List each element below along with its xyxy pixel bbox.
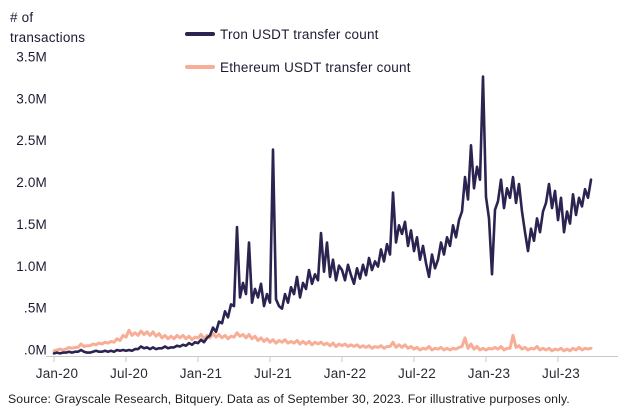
y-tick-label: 1.5M — [16, 217, 47, 232]
y-tick-label: 3.5M — [16, 50, 47, 65]
x-tick-label: Jul-23 — [542, 366, 580, 381]
x-axis-tick-labels: Jan-20 Jul-20 Jan-21 Jul-21 Jan-22 Jul-22 Jan-… — [36, 366, 580, 381]
y-tick-label: 2.0M — [16, 175, 47, 190]
legend-item-tron: Tron USDT transfer count — [185, 24, 411, 44]
x-tick-label: Jan-23 — [468, 366, 510, 381]
y-tick-label: 2.5M — [16, 133, 47, 148]
y-axis-title: # of transactions — [10, 8, 85, 48]
x-axis-ticks — [53, 356, 559, 362]
legend-label-ethereum: Ethereum USDT transfer count — [220, 59, 411, 75]
x-tick-label: Jul-20 — [110, 366, 148, 381]
legend-label-tron: Tron USDT transfer count — [220, 26, 379, 42]
y-axis-title-line2: transactions — [10, 30, 86, 45]
y-axis-tick-labels: 3.5M 3.0M 2.5M 2.0M 1.5M 1.0M .5M .0M — [16, 50, 47, 358]
y-axis-title-line1: # of — [10, 10, 34, 25]
ethereum-line-swatch-icon — [185, 65, 215, 69]
legend: Tron USDT transfer count Ethereum USDT t… — [185, 24, 411, 90]
x-tick-label: Jan-20 — [36, 366, 78, 381]
ethereum-usdt-line — [52, 328, 593, 353]
y-tick-label: 3.0M — [16, 91, 47, 106]
x-tick-label: Jan-21 — [180, 366, 222, 381]
tron-line-swatch-icon — [185, 32, 215, 36]
x-tick-label: Jul-22 — [398, 366, 436, 381]
tron-usdt-line — [52, 75, 593, 355]
y-tick-label: .5M — [24, 301, 47, 316]
x-tick-label: Jul-21 — [254, 366, 292, 381]
x-tick-label: Jan-22 — [324, 366, 366, 381]
legend-item-ethereum: Ethereum USDT transfer count — [185, 57, 411, 77]
y-tick-label: 1.0M — [16, 259, 47, 274]
source-note: Source: Grayscale Research, Bitquery. Da… — [8, 392, 570, 406]
y-tick-label: .0M — [24, 343, 47, 358]
